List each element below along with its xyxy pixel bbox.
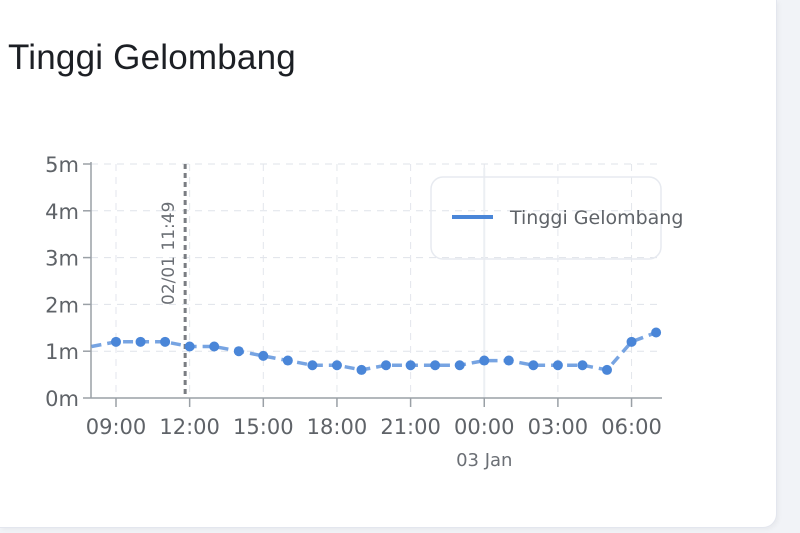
data-point[interactable] <box>528 360 539 371</box>
series-points <box>111 327 662 375</box>
data-point[interactable] <box>577 360 588 371</box>
wave-height-card: Tinggi Gelombang <box>0 0 777 528</box>
y-tick-label: 3m <box>45 247 79 271</box>
x-tick-label: 06:00 <box>601 415 662 439</box>
card-title: Tinggi Gelombang <box>8 38 296 77</box>
series-line <box>91 330 657 372</box>
data-point[interactable] <box>331 360 342 371</box>
x-tick-label: 12:00 <box>159 415 220 439</box>
x-tick-label: 15:00 <box>233 415 294 439</box>
time-marker: 02/01 11:49 <box>159 164 187 398</box>
data-point[interactable] <box>209 341 220 352</box>
y-axis-labels: 0m 1m 2m 3m 4m 5m <box>45 153 79 411</box>
data-point[interactable] <box>160 336 171 347</box>
data-point[interactable] <box>111 336 121 347</box>
data-point[interactable] <box>552 360 563 371</box>
chart-legend[interactable]: Tinggi Gelombang <box>430 176 683 260</box>
data-point[interactable] <box>651 327 662 338</box>
data-point[interactable] <box>184 341 195 352</box>
x-tick-label: 09:00 <box>86 415 147 439</box>
series-path <box>91 330 657 372</box>
data-point[interactable] <box>233 346 244 357</box>
data-point[interactable] <box>479 355 490 366</box>
legend-label: Tinggi Gelombang <box>509 207 683 229</box>
data-point[interactable] <box>356 364 367 375</box>
data-point[interactable] <box>626 336 637 347</box>
data-point[interactable] <box>135 336 146 347</box>
current-time-label: 02/01 11:49 <box>159 202 179 305</box>
x-tick-label: 03:00 <box>528 415 589 439</box>
y-tick-label: 1m <box>45 340 79 364</box>
data-point[interactable] <box>258 350 269 361</box>
x-tick-label: 18:00 <box>307 415 368 439</box>
data-point[interactable] <box>381 360 392 371</box>
data-point[interactable] <box>430 360 441 371</box>
data-point[interactable] <box>307 360 318 371</box>
data-point[interactable] <box>405 360 416 371</box>
x-tick-label: 00:00 <box>454 415 515 439</box>
data-point[interactable] <box>602 364 612 375</box>
x-date-label: 03 Jan <box>456 450 512 471</box>
legend-box[interactable] <box>430 176 662 260</box>
chart-axes <box>83 162 662 407</box>
y-tick-label: 0m <box>45 387 79 411</box>
data-point[interactable] <box>454 360 465 371</box>
x-tick-label: 21:00 <box>380 415 441 439</box>
data-point[interactable] <box>503 355 514 366</box>
x-axis-labels: 09:00 12:00 15:00 18:00 21:00 00:00 03:00 06:00… <box>86 415 662 471</box>
y-tick-label: 5m <box>45 153 79 177</box>
y-tick-label: 4m <box>45 200 79 224</box>
y-tick-label: 2m <box>45 293 79 317</box>
data-point[interactable] <box>282 355 293 366</box>
